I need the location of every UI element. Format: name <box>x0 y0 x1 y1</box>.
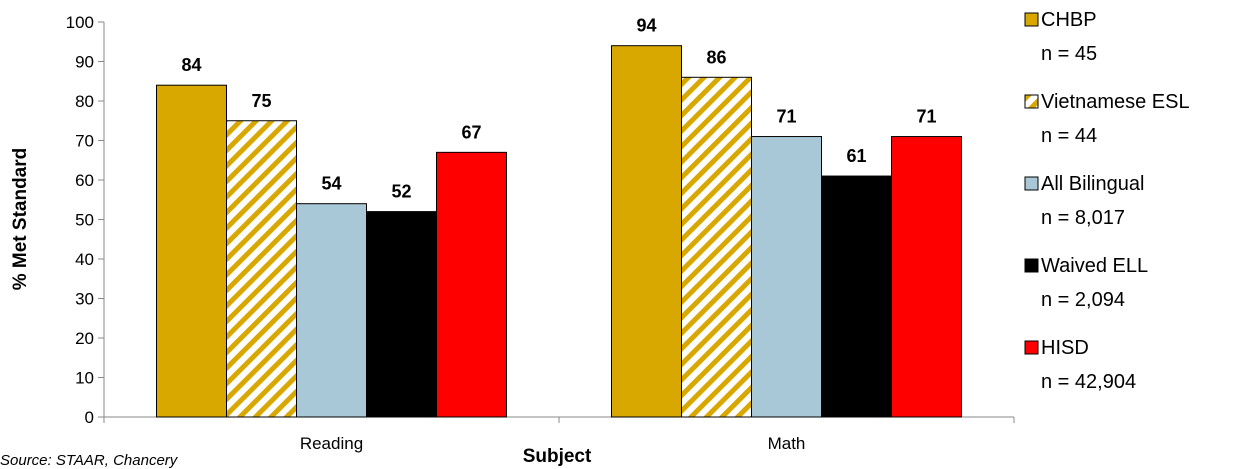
bar-all-bilingual-reading <box>296 203 367 418</box>
data-label: 75 <box>251 91 271 111</box>
data-label: 61 <box>846 146 866 166</box>
bar-hisd-reading <box>436 151 507 418</box>
y-tick-label: 90 <box>75 53 94 72</box>
y-tick-label: 60 <box>75 171 94 190</box>
legend-n-label: n = 42,904 <box>1041 371 1136 393</box>
legend-n-label: n = 8,017 <box>1041 207 1125 229</box>
legend-series-name: Vietnamese ESL <box>1041 91 1190 113</box>
y-tick-label: 40 <box>75 250 94 269</box>
legend-series-name: HISD <box>1041 337 1089 359</box>
data-labels-group: 84 94 75 86 54 71 52 61 67 71 <box>181 16 936 202</box>
data-label: 71 <box>776 107 796 127</box>
legend-swatch <box>1024 258 1039 273</box>
y-tick-label: 10 <box>75 369 94 388</box>
y-tick-label: 80 <box>75 92 94 111</box>
y-tick-label: 100 <box>66 13 94 32</box>
legend-series-name: Waived ELL <box>1041 255 1148 277</box>
y-tick-label: 0 <box>85 408 94 427</box>
bar-all-bilingual-math <box>751 136 822 418</box>
legend-item-all-bilingual: All Bilingual n = 8,017 <box>1024 173 1144 229</box>
data-label: 94 <box>636 16 656 36</box>
bars-group <box>156 45 962 418</box>
x-axis-title: Subject <box>523 446 592 467</box>
legend-swatch <box>1024 340 1039 355</box>
legend-item-vietnamese-esl: Vietnamese ESL n = 44 <box>1024 91 1190 147</box>
data-label: 52 <box>391 182 411 202</box>
legend-swatch <box>1024 12 1039 27</box>
y-axis-title: % Met Standard <box>10 148 31 291</box>
data-label: 84 <box>181 55 201 75</box>
legend-series-name: All Bilingual <box>1041 173 1144 195</box>
data-label: 86 <box>706 47 726 67</box>
source-note: Source: STAAR, Chancery <box>0 452 178 469</box>
y-tick-label: 50 <box>75 211 94 230</box>
y-tick-label: 30 <box>75 290 94 309</box>
bar-waived-ell-reading <box>366 211 437 418</box>
y-tick-label: 20 <box>75 329 94 348</box>
data-label: 54 <box>321 174 341 194</box>
bar-hisd-math <box>891 136 962 418</box>
x-tick-label: Math <box>768 434 806 453</box>
y-axis: 0 10 20 30 40 50 60 70 80 90 100 <box>66 13 105 427</box>
legend-n-label: n = 2,094 <box>1041 289 1125 311</box>
legend-item-waived-ell: Waived ELL n = 2,094 <box>1024 255 1148 311</box>
legend-n-label: n = 44 <box>1041 125 1097 147</box>
bar-waived-ell-math <box>821 175 892 418</box>
legend-swatch <box>1024 94 1039 109</box>
legend-item-hisd: HISD n = 42,904 <box>1024 337 1136 393</box>
data-label: 67 <box>461 122 481 142</box>
legend-n-label: n = 45 <box>1041 43 1097 65</box>
legend-swatch <box>1024 176 1039 191</box>
legend-series-name: CHBP <box>1041 9 1097 31</box>
bar-vietnamese-esl-math <box>681 76 752 418</box>
legend: CHBP n = 45 Vietnamese ESL n = 44 All Biling… <box>1024 9 1190 393</box>
y-tick-label: 70 <box>75 132 94 151</box>
bar-chbp-math <box>611 45 682 418</box>
legend-item-chbp: CHBP n = 45 <box>1024 9 1097 65</box>
bar-vietnamese-esl-reading <box>226 120 297 418</box>
data-label: 71 <box>916 107 936 127</box>
bar-chbp-reading <box>156 84 227 418</box>
x-tick-label: Reading <box>300 434 363 453</box>
